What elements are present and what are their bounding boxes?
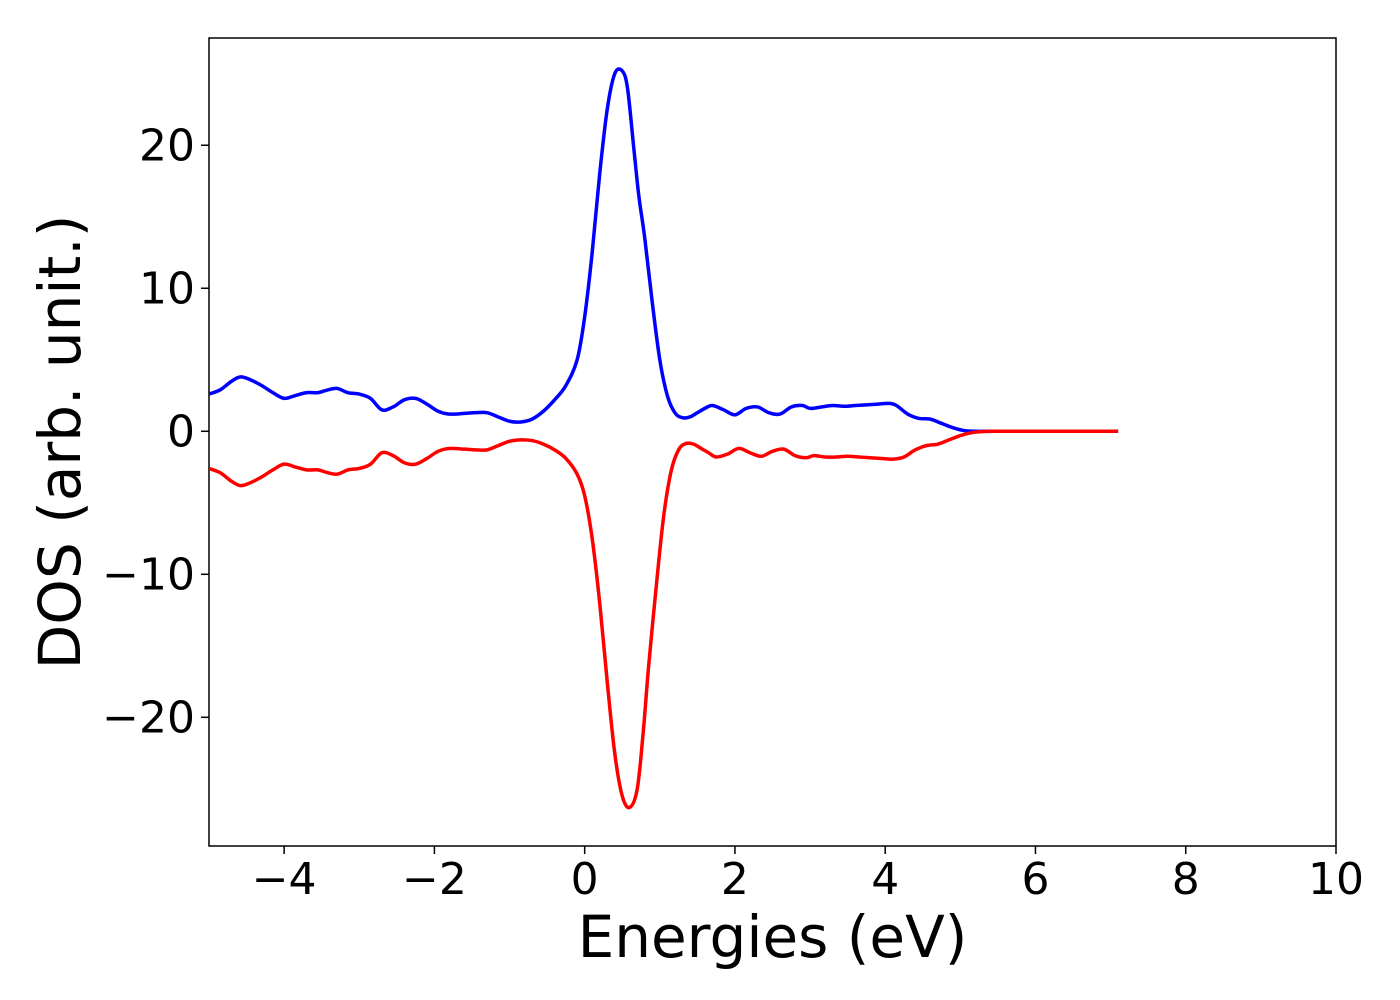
x-axis-label: Energies (eV) (578, 903, 968, 971)
y-tick-label: −10 (102, 549, 195, 600)
y-tick-label: 10 (139, 263, 195, 314)
y-axis-ticks: −20 −10 0 10 20 (102, 120, 209, 743)
dos-spin-down-line (209, 429, 1119, 810)
x-tick-label: 2 (721, 854, 749, 905)
x-tick-label: 6 (1021, 854, 1049, 905)
x-tick-label: 10 (1308, 854, 1364, 905)
series-layer (209, 67, 1119, 810)
x-axis-ticks: −4 −2 0 2 4 6 8 10 (252, 846, 1364, 905)
plot-frame (208, 37, 1337, 847)
x-tick-label: −4 (252, 854, 317, 905)
x-tick-label: 4 (871, 854, 899, 905)
y-axis-label: DOS (arb. unit.) (26, 215, 94, 670)
y-tick-label: 0 (167, 406, 195, 457)
y-tick-label: 20 (139, 120, 195, 171)
dos-spin-up-line (209, 67, 1119, 434)
x-tick-label: 8 (1172, 854, 1200, 905)
y-tick-label: −20 (102, 692, 195, 743)
x-tick-label: −2 (402, 854, 467, 905)
x-tick-label: 0 (571, 854, 599, 905)
